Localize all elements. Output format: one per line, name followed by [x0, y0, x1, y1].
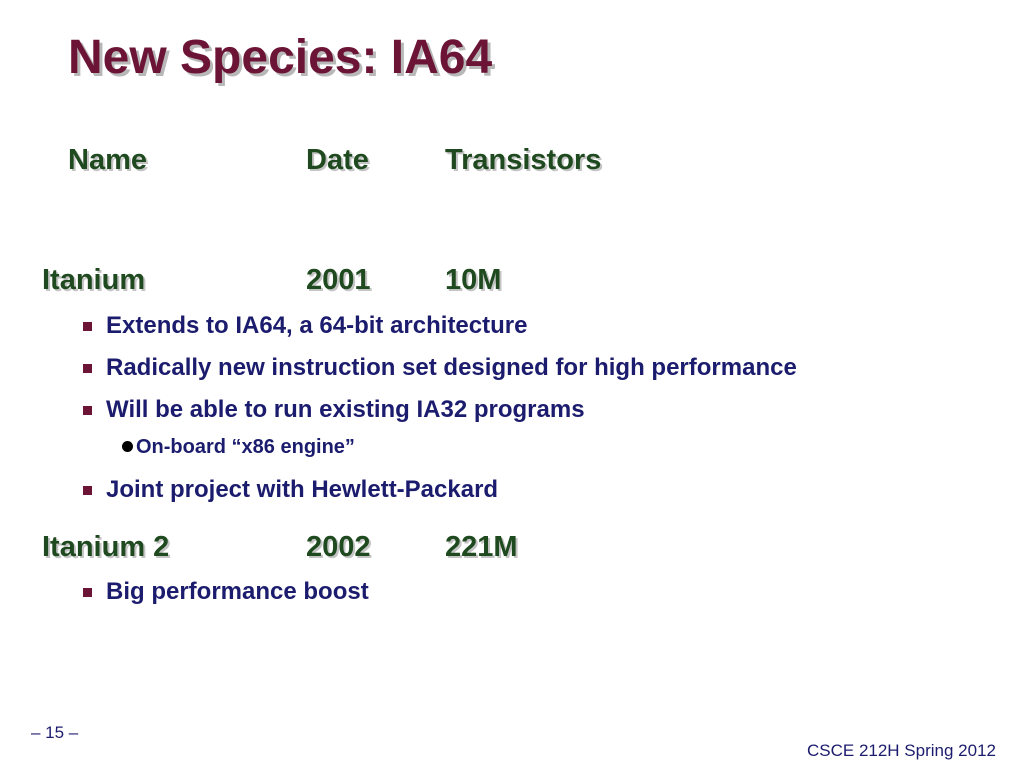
bullet-text: Extends to IA64, a 64-bit architecture	[106, 312, 528, 339]
processor-date: 2002	[306, 531, 371, 563]
processor-name: Itanium 2	[42, 531, 170, 563]
bullet-text: Joint project with Hewlett-Packard	[106, 476, 499, 503]
bullet-text: Big performance boost	[106, 578, 369, 605]
header-name: Name	[68, 144, 147, 176]
page-number: – 15 –	[31, 723, 79, 742]
square-bullet-icon	[83, 588, 92, 597]
course-label: CSCE 212H Spring 2012	[806, 741, 996, 760]
square-bullet-icon	[83, 486, 92, 495]
slide-title: New Species: IA64	[68, 31, 493, 84]
processor-name: Itanium	[42, 264, 146, 296]
square-bullet-icon	[83, 364, 92, 373]
bullet-text: Will be able to run existing IA32 progra…	[106, 396, 585, 423]
header-transistors: Transistors	[445, 144, 602, 176]
square-bullet-icon	[83, 322, 92, 331]
processor-transistors: 221M	[445, 531, 518, 563]
sub-bullet-text: On-board “x86 engine”	[136, 436, 355, 458]
bullet-text: Radically new instruction set designed f…	[106, 354, 797, 381]
round-bullet-icon	[122, 441, 133, 452]
header-date: Date	[306, 144, 369, 176]
square-bullet-icon	[83, 406, 92, 415]
processor-date: 2001	[306, 264, 371, 296]
processor-transistors: 10M	[445, 264, 502, 296]
